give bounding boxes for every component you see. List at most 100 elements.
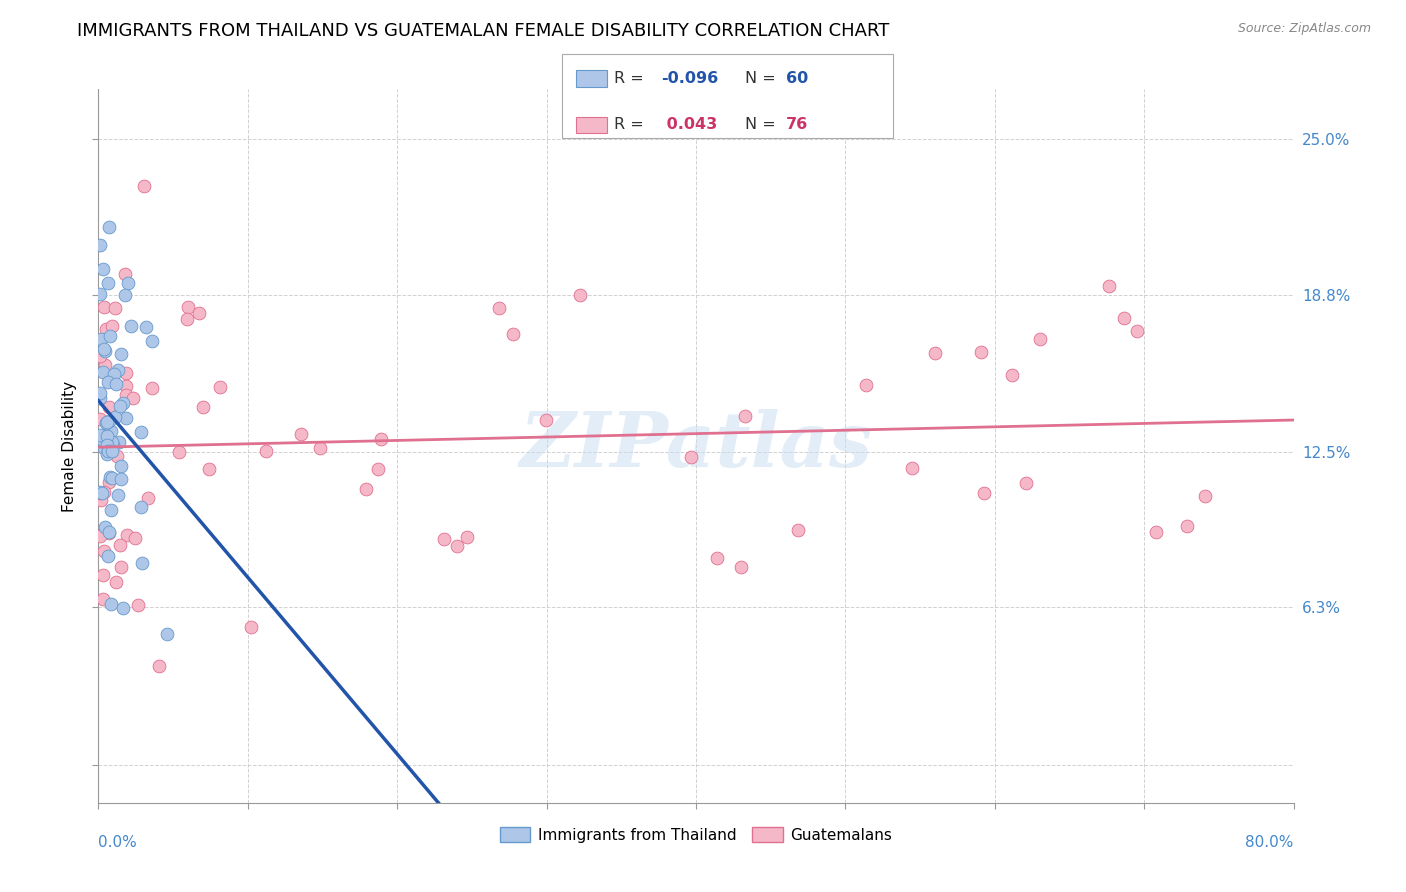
Point [91, 261, 114, 276]
Point [114, 268, 136, 282]
Point [114, 411, 136, 425]
Point [115, 528, 138, 542]
Text: -0.096: -0.096 [661, 71, 718, 86]
Point [198, 462, 221, 476]
Point [89, 391, 111, 405]
Text: N =: N = [745, 118, 782, 132]
Point [734, 409, 756, 423]
Point [969, 344, 991, 359]
Point [93, 568, 115, 582]
Point [1001, 368, 1024, 383]
Y-axis label: Female Disability: Female Disability [62, 380, 77, 512]
Point [93, 342, 115, 356]
Point [89, 412, 111, 426]
Point [98, 470, 121, 484]
Point [96, 438, 118, 452]
Point [730, 560, 752, 574]
Point [124, 531, 146, 545]
Point [94, 322, 117, 336]
Point [176, 312, 198, 326]
Point [101, 438, 124, 452]
Point [100, 425, 122, 439]
Text: 0.0%: 0.0% [98, 835, 138, 850]
Point [89, 287, 111, 301]
Point [96, 447, 118, 461]
Point [141, 381, 163, 395]
Point [97, 400, 120, 414]
Text: IMMIGRANTS FROM THAILAND VS GUATEMALAN FEMALE DISABILITY CORRELATION CHART: IMMIGRANTS FROM THAILAND VS GUATEMALAN F… [77, 22, 890, 40]
Point [105, 376, 128, 391]
Point [367, 462, 389, 476]
Point [104, 301, 127, 315]
Point [91, 433, 114, 447]
Point [706, 550, 728, 565]
Text: 60: 60 [786, 71, 808, 86]
Point [90, 493, 112, 508]
Point [101, 436, 124, 450]
Point [1098, 278, 1121, 293]
Point [93, 520, 115, 534]
Point [156, 627, 179, 641]
Point [188, 306, 211, 320]
Point [89, 237, 111, 252]
Point [115, 366, 138, 380]
Point [370, 433, 392, 447]
Point [433, 532, 456, 546]
Point [131, 425, 153, 439]
Point [117, 276, 139, 290]
Point [103, 367, 125, 381]
Point [94, 359, 117, 373]
Point [101, 369, 124, 384]
Point [100, 597, 122, 611]
Point [534, 412, 557, 426]
Point [100, 444, 122, 458]
Point [89, 349, 111, 363]
Point [93, 485, 115, 500]
Point [127, 598, 149, 612]
Point [110, 559, 132, 574]
Point [1194, 489, 1216, 503]
Point [100, 470, 122, 484]
Point [136, 491, 159, 505]
Point [97, 549, 120, 564]
Point [787, 523, 810, 537]
Point [97, 444, 120, 458]
Point [114, 378, 136, 392]
Point [100, 502, 122, 516]
Point [98, 475, 121, 489]
Point [177, 300, 200, 314]
Point [924, 345, 946, 359]
Point [488, 301, 510, 315]
Point [97, 375, 120, 389]
Point [1144, 525, 1167, 540]
Point [97, 425, 120, 439]
Point [1028, 332, 1050, 346]
Point [89, 385, 111, 400]
Text: ZIPatlas: ZIPatlas [519, 409, 873, 483]
Point [96, 417, 118, 431]
Point [568, 287, 591, 301]
Point [107, 488, 129, 502]
Point [141, 334, 163, 348]
Text: 0.043: 0.043 [661, 118, 717, 132]
Text: 80.0%: 80.0% [1246, 835, 1294, 850]
Point [1175, 519, 1198, 533]
Point [89, 485, 111, 500]
Point [104, 410, 127, 425]
Point [456, 530, 478, 544]
Point [110, 458, 132, 473]
Point [191, 401, 214, 415]
Point [96, 428, 118, 442]
Point [97, 526, 120, 541]
Point [679, 450, 702, 464]
Point [356, 482, 378, 496]
Legend: Immigrants from Thailand, Guatemalans: Immigrants from Thailand, Guatemalans [494, 821, 898, 848]
Point [290, 427, 312, 442]
Point [94, 344, 117, 359]
Point [167, 445, 190, 459]
Point [121, 392, 143, 406]
Point [129, 500, 152, 515]
Point [112, 601, 135, 615]
Point [96, 415, 118, 429]
Point [973, 485, 995, 500]
